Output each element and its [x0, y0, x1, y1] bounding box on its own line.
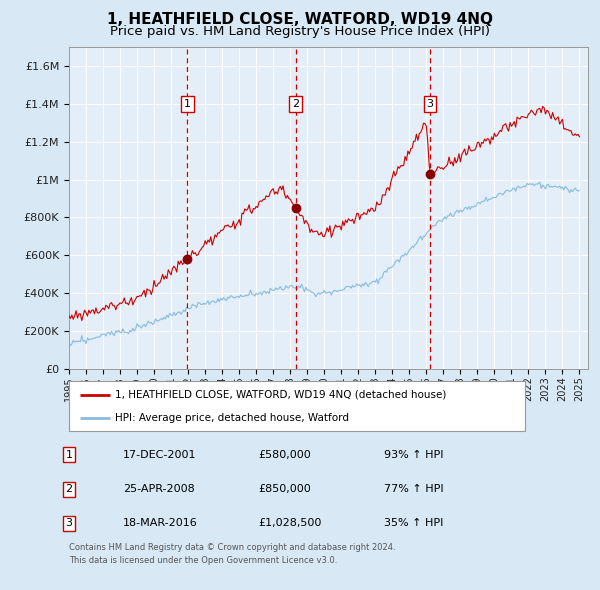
Text: £580,000: £580,000 [258, 450, 311, 460]
Text: 2: 2 [292, 99, 299, 109]
Text: 17-DEC-2001: 17-DEC-2001 [123, 450, 197, 460]
Text: 25-APR-2008: 25-APR-2008 [123, 484, 195, 494]
Text: This data is licensed under the Open Government Licence v3.0.: This data is licensed under the Open Gov… [69, 556, 337, 565]
Text: £850,000: £850,000 [258, 484, 311, 494]
Text: 93% ↑ HPI: 93% ↑ HPI [384, 450, 443, 460]
Text: 1, HEATHFIELD CLOSE, WATFORD, WD19 4NQ: 1, HEATHFIELD CLOSE, WATFORD, WD19 4NQ [107, 12, 493, 27]
Text: 1, HEATHFIELD CLOSE, WATFORD, WD19 4NQ (detached house): 1, HEATHFIELD CLOSE, WATFORD, WD19 4NQ (… [115, 389, 446, 399]
Text: 3: 3 [427, 99, 433, 109]
Text: 2: 2 [65, 484, 73, 494]
Text: 18-MAR-2016: 18-MAR-2016 [123, 519, 198, 528]
Text: 1: 1 [65, 450, 73, 460]
Text: Contains HM Land Registry data © Crown copyright and database right 2024.: Contains HM Land Registry data © Crown c… [69, 543, 395, 552]
Text: 1: 1 [184, 99, 191, 109]
Text: £1,028,500: £1,028,500 [258, 519, 322, 528]
Text: 77% ↑ HPI: 77% ↑ HPI [384, 484, 443, 494]
Text: 35% ↑ HPI: 35% ↑ HPI [384, 519, 443, 528]
Text: 3: 3 [65, 519, 73, 528]
Text: Price paid vs. HM Land Registry's House Price Index (HPI): Price paid vs. HM Land Registry's House … [110, 25, 490, 38]
Text: HPI: Average price, detached house, Watford: HPI: Average price, detached house, Watf… [115, 412, 349, 422]
